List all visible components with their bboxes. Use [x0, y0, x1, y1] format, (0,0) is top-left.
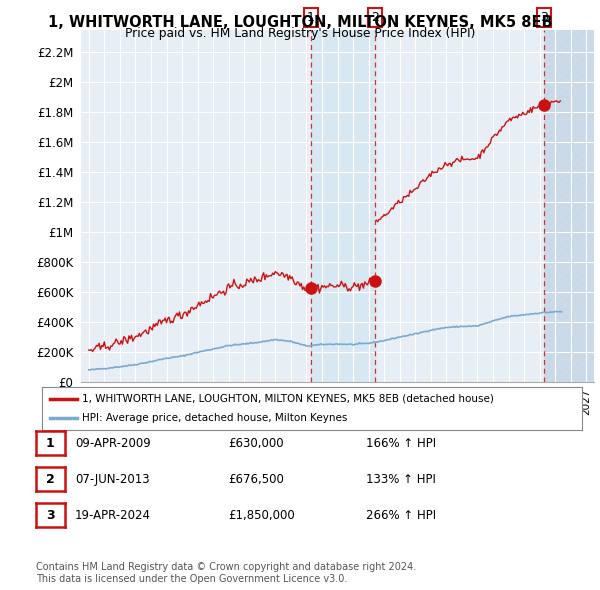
Text: £630,000: £630,000 [228, 437, 284, 450]
Text: 266% ↑ HPI: 266% ↑ HPI [366, 509, 436, 522]
Text: 09-APR-2009: 09-APR-2009 [75, 437, 151, 450]
Text: 1, WHITWORTH LANE, LOUGHTON, MILTON KEYNES, MK5 8EB: 1, WHITWORTH LANE, LOUGHTON, MILTON KEYN… [47, 15, 553, 30]
Text: 166% ↑ HPI: 166% ↑ HPI [366, 437, 436, 450]
Text: £1,850,000: £1,850,000 [228, 509, 295, 522]
Text: HPI: Average price, detached house, Milton Keynes: HPI: Average price, detached house, Milt… [83, 413, 348, 423]
Text: 133% ↑ HPI: 133% ↑ HPI [366, 473, 436, 486]
Text: 07-JUN-2013: 07-JUN-2013 [75, 473, 149, 486]
Text: 1, WHITWORTH LANE, LOUGHTON, MILTON KEYNES, MK5 8EB (detached house): 1, WHITWORTH LANE, LOUGHTON, MILTON KEYN… [83, 394, 494, 404]
Bar [311, 30, 376, 382]
Text: 19-APR-2024: 19-APR-2024 [75, 509, 151, 522]
Text: 2: 2 [371, 11, 379, 24]
Text: £676,500: £676,500 [228, 473, 284, 486]
Text: 3: 3 [46, 509, 55, 522]
Text: 1: 1 [307, 11, 314, 24]
Text: 2: 2 [46, 473, 55, 486]
Bar [544, 30, 594, 382]
Text: Price paid vs. HM Land Registry's House Price Index (HPI): Price paid vs. HM Land Registry's House … [125, 27, 475, 40]
Text: Contains HM Land Registry data © Crown copyright and database right 2024.
This d: Contains HM Land Registry data © Crown c… [36, 562, 416, 584]
Text: 3: 3 [541, 11, 548, 24]
Text: 1: 1 [46, 437, 55, 450]
